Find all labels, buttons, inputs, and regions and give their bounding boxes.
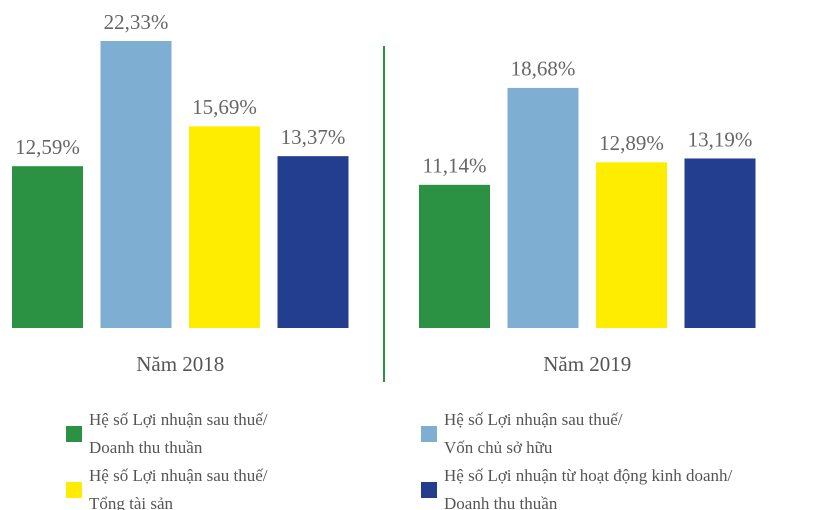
bar	[507, 87, 579, 328]
legend-item: Hệ số Lợi nhuận sau thuế/ Tổng tài sản	[66, 462, 267, 510]
legend-label: Hệ số Lợi nhuận sau thuế/ Vốn chủ sở hữu	[444, 410, 623, 457]
value-label: 13,37%	[281, 125, 346, 149]
legend-swatch	[66, 482, 82, 498]
category-label: Năm 2018	[136, 352, 224, 376]
value-label: 18,68%	[511, 57, 576, 81]
value-label: 12,59%	[15, 135, 80, 159]
bar	[419, 184, 490, 328]
bar	[277, 156, 349, 328]
value-label: 22,33%	[104, 10, 169, 34]
legend-item: Hệ số Lợi nhuận sau thuế/ Vốn chủ sở hữu	[421, 406, 622, 462]
value-label: 12,89%	[599, 131, 664, 155]
bar	[596, 162, 667, 328]
legend-item: Hệ số Lợi nhuận từ hoạt động kinh doanh/…	[421, 462, 732, 510]
value-label: 15,69%	[192, 95, 257, 119]
bar	[12, 166, 83, 328]
legend-swatch	[421, 426, 437, 442]
chart: Năm 2018 12,59% 22,33% 15,69% 13,37% Năm 2019…	[12, 10, 756, 382]
bar	[100, 41, 172, 328]
legend-label: Hệ số Lợi nhuận sau thuế/ Doanh thu thuầ…	[89, 410, 268, 457]
legend-label: Hệ số Lợi nhuận sau thuế/ Tổng tài sản	[89, 466, 268, 510]
legend-swatch	[421, 482, 437, 498]
bar	[684, 158, 756, 328]
value-label: 11,14%	[423, 154, 487, 178]
value-label: 13,19%	[688, 127, 753, 151]
legend-label: Hệ số Lợi nhuận từ hoạt động kinh doanh/…	[444, 466, 733, 510]
legend-item: Hệ số Lợi nhuận sau thuế/ Doanh thu thuầ…	[66, 406, 267, 462]
legend-swatch	[66, 426, 82, 442]
bar	[189, 126, 260, 328]
category-label: Năm 2019	[543, 352, 631, 376]
